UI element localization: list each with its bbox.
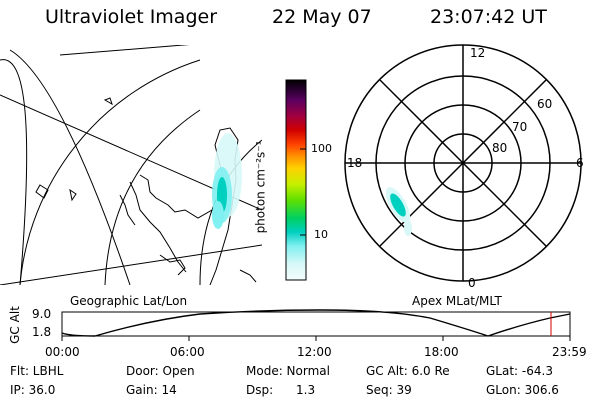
info-seq: Seq: 39 xyxy=(366,383,412,397)
xtick-1800: 18:00 xyxy=(424,345,459,359)
xtick-1200: 12:00 xyxy=(297,345,332,359)
mlt-label-12: 12 xyxy=(470,46,486,60)
info-gcalt: GC Alt: 6.0 Re xyxy=(366,364,450,378)
lat-label-70: 70 xyxy=(512,120,528,134)
polar-plot xyxy=(344,44,582,282)
xtick-0600: 06:00 xyxy=(170,345,205,359)
colorbar-label: photon cm⁻²s⁻¹ xyxy=(253,140,268,234)
xtick-0000: 00:00 xyxy=(45,345,80,359)
colorbar-tick-100: 100 xyxy=(311,142,332,155)
mlt-label-6: 6 xyxy=(576,156,584,170)
info-dsp: Dsp: 1.3 xyxy=(246,383,316,397)
left-panel-label: Geographic Lat/Lon xyxy=(70,294,188,308)
altitude-ytick-top: 9.0 xyxy=(32,307,52,321)
info-door: Door: Open xyxy=(126,364,195,378)
altitude-plot xyxy=(61,309,571,341)
info-ip: IP: 36.0 xyxy=(10,383,56,397)
colorbar xyxy=(285,79,307,281)
colorbar-tick-10: 10 xyxy=(314,228,328,241)
date-label: 22 May 07 xyxy=(272,6,372,28)
instrument-title: Ultraviolet Imager xyxy=(45,6,218,28)
right-panel-label: Apex MLat/MLT xyxy=(412,294,502,308)
info-glat: GLat: -64.3 xyxy=(486,364,553,378)
xtick-2359: 23:59 xyxy=(552,345,587,359)
time-label: 23:07:42 UT xyxy=(430,6,547,28)
info-glon: GLon: 306.6 xyxy=(486,383,559,397)
info-gain: Gain: 14 xyxy=(126,383,177,397)
mlt-label-18: 18 xyxy=(347,156,363,170)
info-mode: Mode: Normal xyxy=(246,364,330,378)
mlt-label-0: 0 xyxy=(468,276,476,290)
altitude-ylabel: GC Alt xyxy=(7,306,22,344)
altitude-ytick-bottom: 1.8 xyxy=(32,325,52,339)
lat-label-60: 60 xyxy=(537,97,553,111)
left-aurora xyxy=(212,133,242,229)
lat-label-80: 80 xyxy=(492,141,508,155)
info-flt: Flt: LBHL xyxy=(10,364,64,378)
polar-aurora xyxy=(385,187,412,236)
